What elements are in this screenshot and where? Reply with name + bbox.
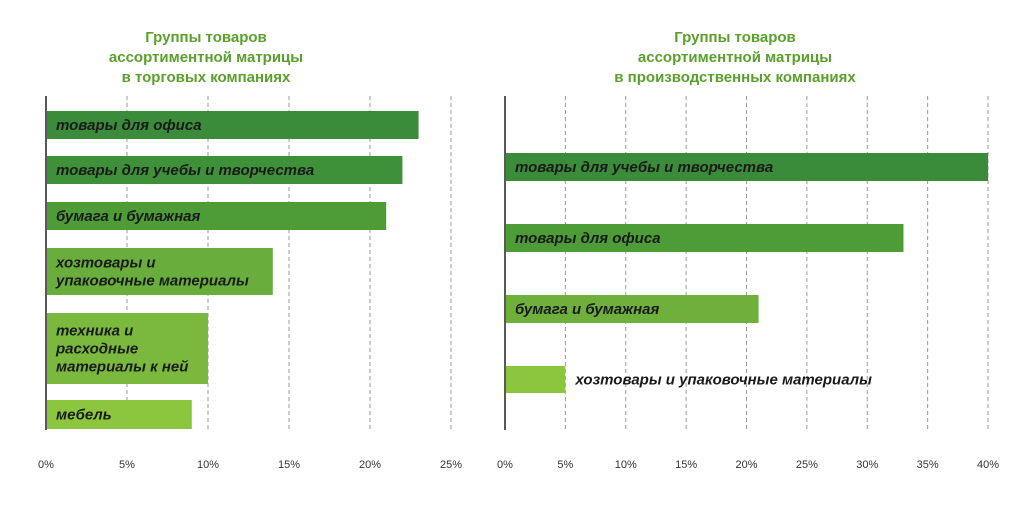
left-bar-label-5-line-3: материалы к ней (56, 359, 188, 376)
right-chart-title: Группы товаров ассортиментной матрицы в … (555, 28, 915, 88)
right-bar-label-1: товары для учебы и творчества (515, 159, 773, 176)
right-bar-label-3-line-1: бумага и бумажная (515, 301, 659, 318)
left-tick-label-3: 15% (278, 459, 300, 471)
left-bar-2 (47, 156, 403, 184)
right-tick-label-3: 15% (675, 459, 697, 471)
right-bar-label-3: бумага и бумажная (515, 301, 659, 318)
right-bar-label-1-line-1: товары для учебы и творчества (515, 159, 773, 176)
right-title-line-3: в производственных компаниях (614, 69, 856, 86)
right-bar-label-4-line-1: хозтовары и упаковочные материалы (574, 372, 872, 389)
right-tick-label-1: 5% (557, 459, 573, 471)
right-tick-label-5: 25% (796, 459, 818, 471)
right-bar-label-4: хозтовары и упаковочные материалы (574, 372, 872, 389)
left-bar-label-2: товары для учебы и творчества (56, 162, 314, 179)
right-bar-4 (506, 366, 566, 393)
left-bar-label-4-line-1: хозтовары и (55, 255, 156, 272)
left-tick-label-4: 20% (359, 459, 381, 471)
left-title-line-2: ассортиментной матрицы (108, 49, 304, 66)
left-bar-label-1-line-1: товары для офиса (56, 117, 202, 134)
left-bar-label-3: бумага и бумажная (56, 208, 200, 225)
left-bar-label-5: техника и расходные материалы к ней (55, 323, 188, 376)
right-tick-label-0: 0% (497, 459, 513, 471)
left-bar-label-3-line-1: бумага и бумажная (56, 208, 200, 225)
left-bar-label-2-line-1: товары для учебы и творчества (56, 162, 314, 179)
right-title-line-2: ассортиментной матрицы (637, 49, 833, 66)
left-bar-label-5-line-2: расходные (55, 341, 138, 358)
left-bar-1 (47, 111, 419, 139)
right-tick-label-6: 30% (856, 459, 878, 471)
right-bar-1 (506, 153, 988, 181)
right-bar-3 (506, 295, 759, 323)
left-tick-label-0: 0% (38, 459, 54, 471)
right-bar-label-2-line-1: товары для офиса (515, 230, 661, 247)
left-title-line-3: в торговых компаниях (121, 69, 291, 86)
right-bar-2 (506, 224, 904, 252)
right-tick-label-7: 35% (917, 459, 939, 471)
left-chart-title: Группы товаров ассортиментной матрицы в … (26, 28, 386, 88)
left-title-line-1: Группы товаров (145, 29, 267, 46)
right-tick-label-8: 40% (977, 459, 999, 471)
left-bar-label-6-line-1: мебель (56, 407, 112, 424)
left-bar-label-6: мебель (56, 407, 112, 424)
left-bar-5 (47, 313, 208, 384)
right-title-line-1: Группы товаров (674, 29, 796, 46)
right-bar-label-2: товары для офиса (515, 230, 661, 247)
left-bar-label-5-line-1: техника и (56, 323, 133, 340)
left-bar-3 (47, 202, 387, 230)
left-bar-6 (47, 400, 192, 429)
right-tick-label-4: 20% (735, 459, 757, 471)
left-bar-label-1: товары для офиса (56, 117, 202, 134)
left-tick-label-2: 10% (197, 459, 219, 471)
left-bar-label-4-line-2: упаковочные материалы (55, 273, 249, 290)
left-tick-label-5: 25% (440, 459, 462, 471)
left-bar-4 (47, 248, 273, 295)
right-tick-label-2: 10% (615, 459, 637, 471)
left-tick-label-1: 5% (119, 459, 135, 471)
left-bar-label-4: хозтовары и упаковочные материалы (55, 255, 249, 290)
